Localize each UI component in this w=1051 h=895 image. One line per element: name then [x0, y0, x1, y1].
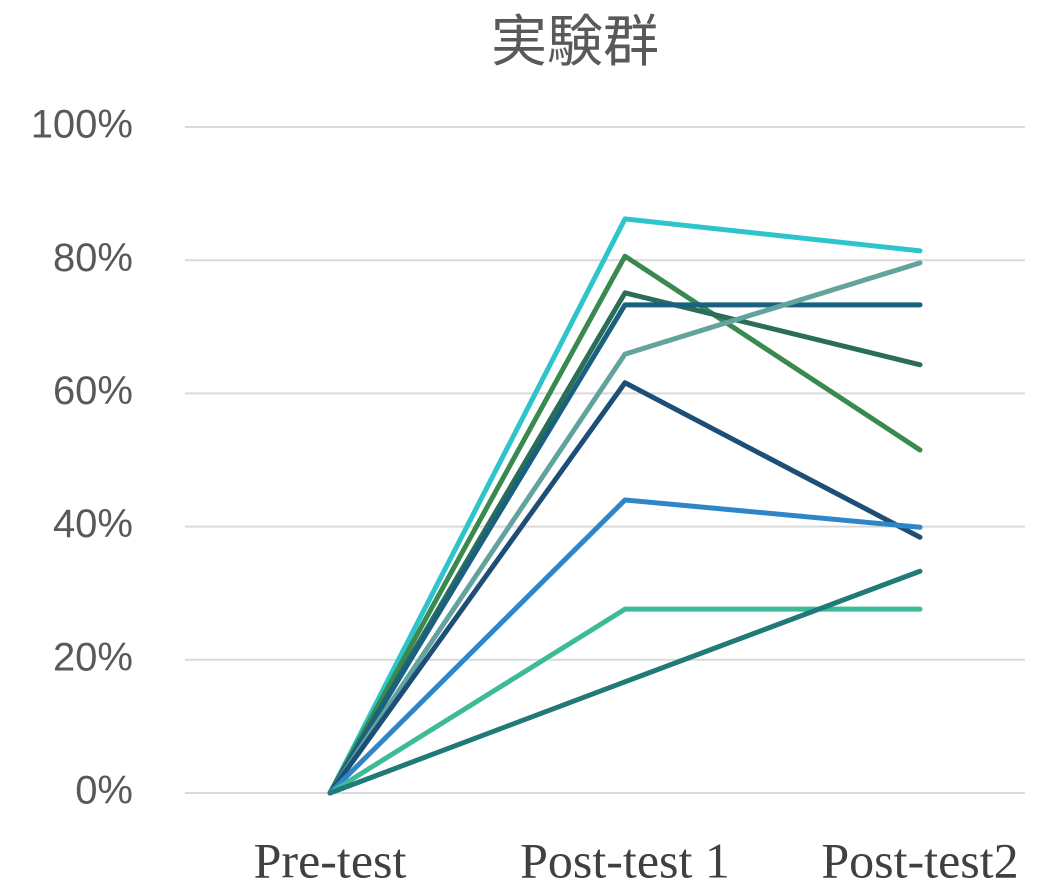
y-tick-label: 20% [53, 635, 133, 679]
y-tick-label: 0% [75, 769, 133, 813]
y-tick-label: 80% [53, 236, 133, 280]
series-line [327, 568, 923, 796]
x-tick-label: Pre-test [254, 832, 407, 888]
series-line [327, 253, 923, 796]
series-line [327, 260, 923, 796]
series-line [327, 380, 923, 796]
series-line [327, 290, 923, 796]
series-line [327, 216, 923, 796]
series-line [327, 302, 923, 796]
x-tick-label: Post-test 1 [520, 832, 730, 888]
series-line [327, 497, 923, 796]
y-tick-label: 100% [31, 103, 133, 147]
y-tick-label: 60% [53, 369, 133, 413]
chart-title: 実験群 [491, 10, 659, 75]
x-tick-label: Post-test2 [821, 832, 1018, 888]
y-tick-label: 40% [53, 502, 133, 546]
